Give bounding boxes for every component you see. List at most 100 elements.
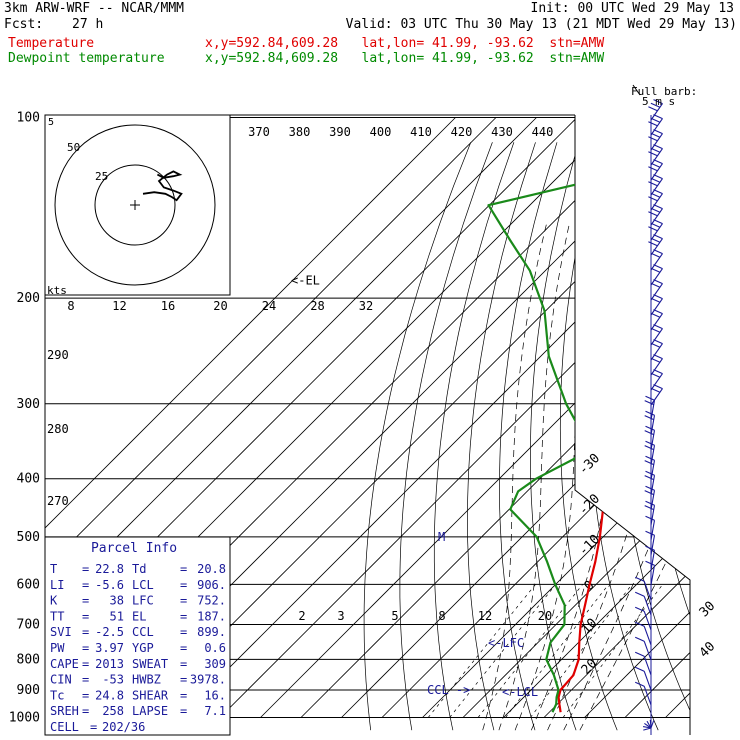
wind-barb-staff (650, 430, 656, 451)
wind-barb-staff (650, 388, 663, 406)
parcel-eq: = (82, 688, 89, 702)
wind-barb (650, 249, 663, 271)
wind-barb (650, 324, 663, 346)
wind-barb-staff (650, 118, 663, 136)
mixing-ratio-label: 12 (478, 609, 492, 623)
moist-adiabat (482, 223, 548, 731)
wind-barb-flag (644, 475, 654, 481)
el-label: <-EL (291, 274, 320, 288)
wind-barb-staff (650, 178, 663, 196)
parcel-value: 7.1 (204, 704, 226, 718)
hodograph-ring-label: 50 (67, 141, 80, 154)
dry-adiabat (697, 142, 740, 730)
wind-barb-staff (650, 223, 663, 241)
wind-barb-flag (645, 515, 655, 521)
parcel-eq: = (180, 673, 187, 687)
isotherm (624, 117, 690, 718)
pressure-tick-label: 200 (17, 291, 40, 306)
wind-barb-staff (643, 671, 652, 691)
isotherm (543, 117, 690, 718)
model-title: 3km ARW-WRF -- NCAR/MMM (4, 1, 185, 16)
isotherm (706, 118, 740, 718)
theta-e-label: 12 (112, 299, 126, 313)
mixing-ratio-label: 5 (391, 609, 398, 623)
wind-barb-flag (650, 222, 661, 228)
wind-barb-flag (653, 99, 663, 105)
parcel-eq: = (180, 609, 187, 623)
mixing-ratio-label: 2 (298, 609, 305, 623)
mixing-ratio-label: 3 (337, 609, 344, 623)
wind-barb (648, 144, 663, 166)
wind-barb-flag (634, 576, 645, 582)
hodograph-ring-label: 25 (95, 170, 108, 183)
parcel-value: 2013 (95, 657, 124, 671)
moist-adiabat (579, 223, 690, 731)
wind-barb-flag (653, 219, 663, 225)
dry-adiabat (363, 142, 472, 731)
cell-key: CELL (50, 720, 79, 734)
wind-barb-flag (645, 410, 655, 416)
wind-barb-flag (653, 204, 663, 210)
wind-barb-flag (645, 560, 655, 566)
parcel-value: 22.8 (95, 562, 124, 576)
parcel-key: PW (50, 641, 65, 655)
wind-barb-staff (650, 475, 656, 496)
wind-barb-flag (648, 181, 658, 187)
wind-barb-staff (650, 313, 663, 331)
parcel-key: LAPSE (132, 704, 168, 718)
wind-barb-flag (650, 267, 661, 273)
wind-barb-staff (650, 460, 656, 481)
wind-barb (648, 129, 663, 151)
temperature-legend-info: x,y=592.84,609.28 lat,lon= 41.99, -93.62… (205, 36, 605, 51)
wind-barb (634, 606, 652, 631)
wind-barb-staff (643, 626, 652, 646)
wind-barb-flag (650, 162, 661, 168)
wind-barb (644, 440, 656, 466)
wind-barb-flag (653, 114, 663, 120)
barb-legend-icon (632, 84, 641, 96)
isotherm-label: -20 (576, 491, 603, 518)
wind-barb (650, 309, 663, 331)
wind-barb (634, 576, 652, 601)
wind-barb (650, 279, 663, 301)
wind-barb-flag (653, 174, 663, 180)
wind-barb (634, 666, 652, 691)
parcel-key: HWBZ (132, 673, 161, 687)
wind-barb-staff (650, 358, 663, 376)
hodograph-clip: 25 50 5 (48, 117, 216, 286)
wind-barb-staff (650, 238, 663, 256)
lcl-label: <-LCL (502, 685, 538, 699)
dewpoint-line (487, 116, 690, 713)
wind-barb-surface (644, 722, 652, 729)
lfc-label: <-LFC (488, 636, 524, 650)
theta-e-label: 32 (359, 299, 373, 313)
hodograph-trace (142, 170, 183, 202)
wind-barb-staff (650, 505, 656, 526)
wind-barb-flag (645, 485, 655, 491)
wind-barb-surface (643, 726, 652, 729)
wind-barb (648, 114, 663, 136)
wind-barb-flag (648, 241, 658, 247)
dry-adiabat (433, 142, 515, 731)
wind-barb-staff (643, 656, 652, 676)
wind-barb (648, 189, 663, 211)
pressure-tick-label: 400 (17, 472, 40, 487)
wind-barb-staff (650, 373, 663, 391)
wind-barb (650, 369, 663, 391)
wind-barb-flag (645, 545, 655, 551)
parcel-key: CCL (132, 625, 154, 639)
mixing-ratio-line (427, 584, 536, 718)
parcel-eq: = (82, 657, 89, 671)
parcel-key: T (50, 562, 57, 576)
parcel-key: LCL (132, 578, 154, 592)
wind-barb-flag (634, 681, 645, 687)
theta-label: 280 (47, 422, 69, 436)
wind-barb-flag (653, 144, 663, 150)
wind-barb-flag (650, 192, 661, 198)
pressure-tick-label: 700 (17, 618, 40, 633)
pressure-tick-label: 1000 (9, 711, 40, 726)
parcel-eq: = (180, 625, 187, 639)
temperature-legend-label: Temperature (8, 36, 95, 51)
isotherm-label: 40 (697, 639, 719, 661)
wind-barb (644, 395, 656, 421)
